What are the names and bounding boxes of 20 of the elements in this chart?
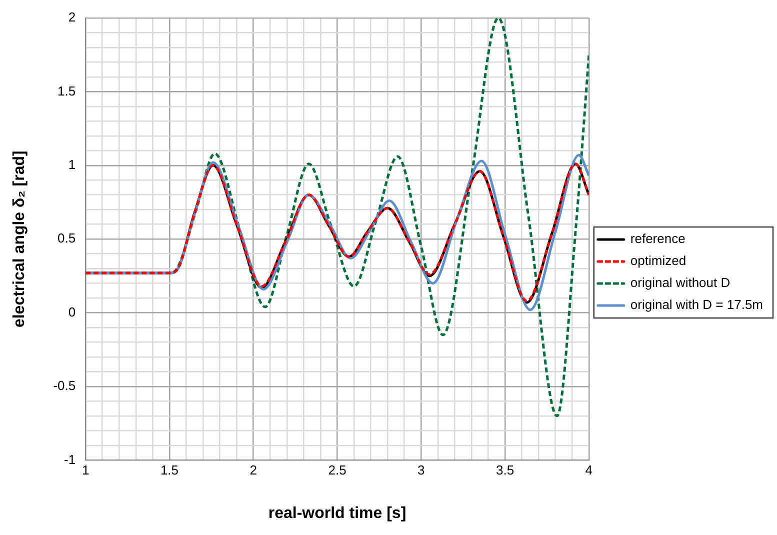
x-tick-label: 1.5 (160, 462, 179, 478)
x-tick-label: 4 (585, 462, 593, 478)
legend-label: original without D (630, 275, 730, 290)
y-axis-title: electrical angle δ₂ [rad] (11, 150, 28, 328)
legend-label: original with D = 17.5m (630, 297, 764, 312)
legend-label: optimized (630, 253, 686, 268)
legend-label: reference (630, 231, 686, 246)
x-tick-label: 2 (250, 462, 257, 478)
y-tick-label: 0.5 (58, 230, 76, 246)
x-tick-label: 3.5 (496, 462, 514, 478)
y-tick-label: 0 (68, 304, 76, 320)
y-tick-label: 1 (68, 156, 76, 172)
y-tick-label: 2 (68, 10, 76, 25)
x-tick-label: 3 (418, 462, 425, 478)
y-tick-label: -0.5 (53, 378, 76, 394)
y-tick-label: 1.5 (58, 83, 76, 98)
x-tick-label: 1 (82, 462, 90, 478)
x-tick-label: 2.5 (328, 462, 346, 478)
y-tick-label: -1 (64, 452, 76, 467)
x-axis-title: real-world time [s] (268, 504, 406, 522)
